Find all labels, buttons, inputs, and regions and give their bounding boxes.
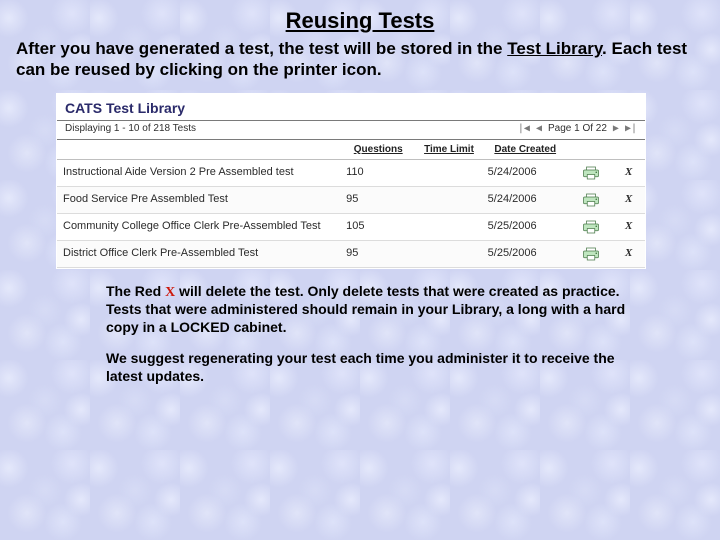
date-created-value: 5/25/2006 <box>482 240 569 267</box>
prev-page-icon[interactable]: ◀ <box>536 123 542 134</box>
col-time-limit[interactable]: Time Limit <box>416 140 481 160</box>
test-name: District Office Clerk Pre-Assembled Test <box>57 240 340 267</box>
test-name: Community College Office Clerk Pre-Assem… <box>57 213 340 240</box>
table-row: Instructional Aide Version 2 Pre Assembl… <box>57 159 645 186</box>
test-name: Food Service Pre Assembled Test <box>57 186 340 213</box>
printer-icon[interactable] <box>569 213 613 240</box>
footer-notes: The Red X will delete the test. Only del… <box>106 283 626 386</box>
intro-underlined: Test Library <box>507 39 602 58</box>
col-date-created[interactable]: Date Created <box>482 140 569 160</box>
intro-before: After you have generated a test, the tes… <box>16 39 507 58</box>
table-row: District Office Clerk Pre-Assembled Test… <box>57 240 645 267</box>
first-page-icon[interactable]: |◀ <box>518 123 530 134</box>
time-limit-value <box>416 186 481 213</box>
delete-icon[interactable]: X <box>612 240 645 267</box>
time-limit-value <box>416 240 481 267</box>
table-row: Food Service Pre Assembled Test95 5/24/20… <box>57 186 645 213</box>
questions-value: 110 <box>340 159 416 186</box>
delete-icon[interactable]: X <box>612 159 645 186</box>
test-name: Instructional Aide Version 2 Pre Assembl… <box>57 159 340 186</box>
foot-p1-before: The Red <box>106 283 165 299</box>
last-page-icon[interactable]: ▶| <box>625 123 637 134</box>
foot-p2: We suggest regenerating your test each t… <box>106 350 626 385</box>
date-created-value: 5/24/2006 <box>482 159 569 186</box>
col-delete <box>612 140 645 160</box>
foot-p1-after: will delete the test. Only delete tests … <box>106 283 625 335</box>
questions-value: 105 <box>340 213 416 240</box>
printer-icon[interactable] <box>569 159 613 186</box>
col-questions[interactable]: Questions <box>340 140 416 160</box>
date-created-value: 5/24/2006 <box>482 186 569 213</box>
questions-value: 95 <box>340 240 416 267</box>
questions-value: 95 <box>340 186 416 213</box>
col-name <box>57 140 340 160</box>
delete-icon[interactable]: X <box>612 213 645 240</box>
foot-red-x: X <box>165 285 175 300</box>
pager-row: Displaying 1 - 10 of 218 Tests |◀ ◀ Page… <box>57 121 645 137</box>
library-title: CATS Test Library <box>57 94 645 118</box>
next-page-icon[interactable]: ▶ <box>613 123 619 134</box>
delete-icon[interactable]: X <box>612 186 645 213</box>
printer-icon[interactable] <box>569 240 613 267</box>
library-table: Questions Time Limit Date Created Instru… <box>57 140 645 268</box>
intro-text: After you have generated a test, the tes… <box>16 38 704 81</box>
page-title: Reusing Tests <box>16 8 704 34</box>
date-created-value: 5/25/2006 <box>482 213 569 240</box>
printer-icon[interactable] <box>569 186 613 213</box>
col-print <box>569 140 613 160</box>
test-library-screenshot: CATS Test Library Displaying 1 - 10 of 2… <box>56 93 646 269</box>
table-row: Community College Office Clerk Pre-Assem… <box>57 213 645 240</box>
time-limit-value <box>416 213 481 240</box>
time-limit-value <box>416 159 481 186</box>
displaying-label: Displaying 1 - 10 of 218 Tests <box>65 123 196 134</box>
page-label: Page 1 Of 22 <box>548 123 607 134</box>
